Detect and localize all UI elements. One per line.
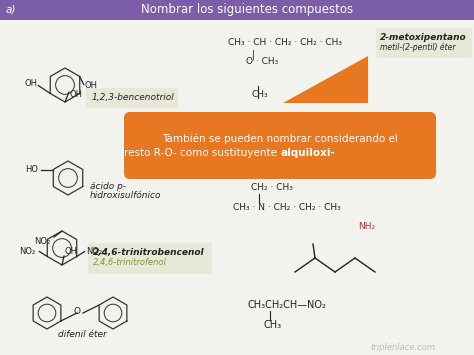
Text: alquiloxi-: alquiloxi- xyxy=(281,148,336,158)
Polygon shape xyxy=(283,56,368,103)
Text: CH₃: CH₃ xyxy=(252,90,269,99)
Text: ácido p-: ácido p- xyxy=(90,182,126,191)
Text: También se pueden nombrar considerando el: También se pueden nombrar considerando e… xyxy=(162,134,398,144)
Text: difenil éter: difenil éter xyxy=(58,330,107,339)
Text: metil-(2-pentil) éter: metil-(2-pentil) éter xyxy=(380,43,456,53)
Text: O · CH₃: O · CH₃ xyxy=(246,57,278,66)
Text: CH₃: CH₃ xyxy=(264,320,282,330)
Text: CH₃ · N · CH₂ · CH₂ · CH₃: CH₃ · N · CH₂ · CH₂ · CH₃ xyxy=(233,203,341,212)
Text: 2,4,6-trinitrobencenol: 2,4,6-trinitrobencenol xyxy=(93,248,205,257)
Text: OH: OH xyxy=(85,81,98,89)
FancyBboxPatch shape xyxy=(124,112,436,179)
Text: HO: HO xyxy=(25,164,38,174)
Text: resto R-O- como sustituyente: resto R-O- como sustituyente xyxy=(124,148,280,158)
Text: O: O xyxy=(73,307,81,316)
Text: NH₂: NH₂ xyxy=(358,222,375,231)
FancyBboxPatch shape xyxy=(86,88,178,108)
Text: OH: OH xyxy=(70,90,83,99)
Text: |: | xyxy=(252,49,255,60)
Text: CH₃ · CH · CH₂ · CH₂ · CH₃: CH₃ · CH · CH₂ · CH₂ · CH₃ xyxy=(228,38,342,47)
Text: a): a) xyxy=(6,5,17,15)
Text: OH: OH xyxy=(65,247,78,256)
FancyBboxPatch shape xyxy=(376,28,472,58)
Text: NO₂: NO₂ xyxy=(34,237,50,246)
Text: 1,2,3-bencenotriol: 1,2,3-bencenotriol xyxy=(92,93,175,102)
Text: triplenlace.com: triplenlace.com xyxy=(370,343,435,352)
Text: hidroxisulfónico: hidroxisulfónico xyxy=(90,191,162,200)
Text: 2,4,6-trinitrofenol: 2,4,6-trinitrofenol xyxy=(93,258,167,267)
Text: NO₂: NO₂ xyxy=(19,246,36,256)
Text: CH₃CH₂CH—NO₂: CH₃CH₂CH—NO₂ xyxy=(248,300,327,310)
Text: NO₂: NO₂ xyxy=(86,246,102,256)
Text: OH: OH xyxy=(24,80,37,88)
FancyBboxPatch shape xyxy=(88,243,212,274)
Text: Nombrar los siguientes compuestos: Nombrar los siguientes compuestos xyxy=(141,4,353,16)
FancyBboxPatch shape xyxy=(0,0,474,20)
Text: CH₂ · CH₃: CH₂ · CH₃ xyxy=(251,183,293,192)
Text: 2-metoxipentano: 2-metoxipentano xyxy=(380,33,466,42)
